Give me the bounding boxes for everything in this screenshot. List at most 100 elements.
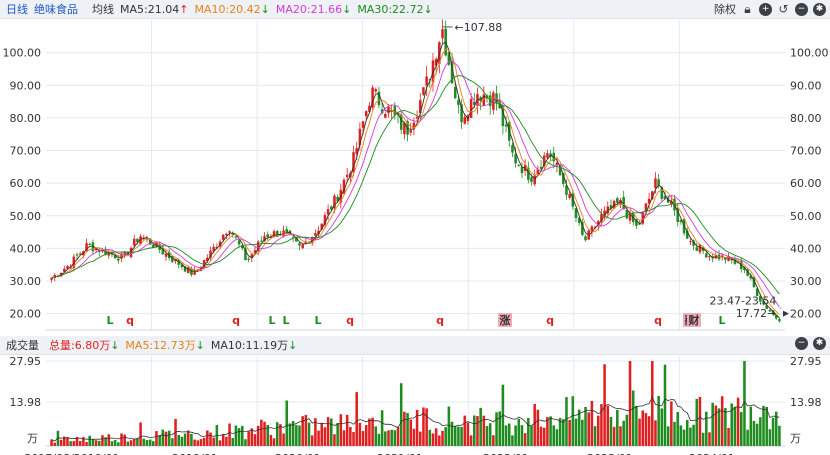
volume-bar <box>698 396 702 446</box>
candle-body <box>221 234 225 240</box>
volume-close-icon[interactable]: − <box>795 337 808 350</box>
volume-bar <box>161 429 165 446</box>
volume-bar <box>460 426 463 446</box>
volume-bar <box>377 433 381 446</box>
zoom-in-icon[interactable]: + <box>759 2 772 16</box>
range-label: 23.47-23.54 <box>709 294 776 307</box>
candle-body <box>603 210 606 217</box>
x-tick-label: 2023/01 <box>587 452 633 455</box>
ma-type-label[interactable]: 均线 <box>92 3 114 16</box>
volume-bar <box>612 426 616 446</box>
price-tick-left: 60.00 <box>10 177 42 190</box>
candle-body <box>180 264 184 268</box>
stock-name[interactable]: 绝味食品 <box>34 3 78 16</box>
candle-body <box>616 198 619 203</box>
volume-bar <box>689 427 692 446</box>
period-label[interactable]: 日线 <box>6 3 28 16</box>
volume-bar <box>622 420 625 446</box>
volume-bar <box>660 408 664 446</box>
event-marker: 涨 <box>500 313 511 327</box>
volume-bar <box>778 425 781 446</box>
candle-body <box>282 230 285 237</box>
candle-body <box>571 193 575 207</box>
volume-bar <box>755 423 759 446</box>
volume-bar <box>501 384 505 446</box>
volume-settings-icon[interactable]: ✱ <box>813 337 826 350</box>
candle-body <box>422 87 425 95</box>
event-marker: L <box>106 314 113 327</box>
settings-icon[interactable]: ✱ <box>813 2 826 16</box>
volume-bar <box>177 435 180 446</box>
candle-body <box>361 121 365 128</box>
candle-body <box>530 177 533 182</box>
volume-bar <box>730 403 734 446</box>
price-tick-right: 30.00 <box>790 275 822 288</box>
candle-body <box>409 130 413 133</box>
candle-body <box>237 240 241 245</box>
price-tick-right: 80.00 <box>790 112 822 125</box>
volume-bar <box>364 425 368 446</box>
volume-bar <box>97 440 101 446</box>
volume-bar <box>101 435 104 446</box>
volume-bar <box>183 433 187 446</box>
volume-header: 成交量 总量:6.80万↓ MA5:12.73万↓ MA10:11.19万↓ −… <box>0 336 830 355</box>
volume-bar <box>453 426 457 446</box>
candle-body <box>479 97 482 101</box>
event-marker: q <box>436 314 444 327</box>
candle-body <box>600 214 603 222</box>
candle-body <box>441 29 444 39</box>
volume-bar <box>415 409 419 446</box>
volume-bar <box>314 418 317 446</box>
candle-body <box>641 212 645 224</box>
candle-body <box>228 231 231 233</box>
volume-bar <box>520 425 524 446</box>
candle-body <box>527 167 530 180</box>
candle-body <box>562 173 565 184</box>
volume-bar <box>336 423 339 446</box>
volume-bar <box>476 416 479 446</box>
candle-body <box>679 220 683 223</box>
high-label: ←107.88 <box>455 21 503 34</box>
volume-bar <box>765 406 768 446</box>
volume-bar <box>345 414 349 446</box>
candle-body <box>142 237 146 239</box>
lock-icon[interactable]: 🔒︎ <box>744 1 751 16</box>
volume-bar <box>75 437 79 446</box>
volume-bar <box>638 418 641 446</box>
event-marker: q <box>546 314 554 327</box>
candle-body <box>755 288 759 297</box>
event-marker-box <box>498 313 512 327</box>
price-tick-right: 70.00 <box>790 145 822 158</box>
candle-body <box>260 240 263 242</box>
candle-body <box>765 305 768 309</box>
ma30-line <box>51 75 780 295</box>
volume-bar <box>682 429 686 446</box>
zoom-out-icon[interactable]: − <box>795 2 808 16</box>
volume-bar <box>253 434 257 446</box>
event-marker: q <box>232 314 240 327</box>
volume-bar <box>539 426 543 446</box>
candle-body <box>196 269 200 272</box>
event-marker: L <box>282 314 289 327</box>
candle-body <box>171 256 174 262</box>
event-marker-box <box>687 313 701 327</box>
volume-bar <box>50 439 53 446</box>
volume-tick-right: 13.98 <box>790 396 822 409</box>
volume-bar <box>584 406 587 446</box>
volume-bar <box>298 425 301 446</box>
volume-bar <box>676 411 679 446</box>
volume-bar <box>673 421 676 446</box>
volume-bar <box>438 435 441 446</box>
volume-bar <box>145 440 149 446</box>
volume-bar <box>78 441 82 446</box>
volume-bar <box>533 404 536 446</box>
candle-body <box>759 295 762 302</box>
undo-icon[interactable]: ↺ <box>778 1 789 16</box>
candle-body <box>412 122 416 129</box>
candle-body <box>132 238 136 246</box>
adjust-toggle[interactable]: 除权 <box>714 3 736 16</box>
volume-bar <box>291 421 295 446</box>
candle-body <box>670 201 673 205</box>
candle-body <box>635 219 638 226</box>
